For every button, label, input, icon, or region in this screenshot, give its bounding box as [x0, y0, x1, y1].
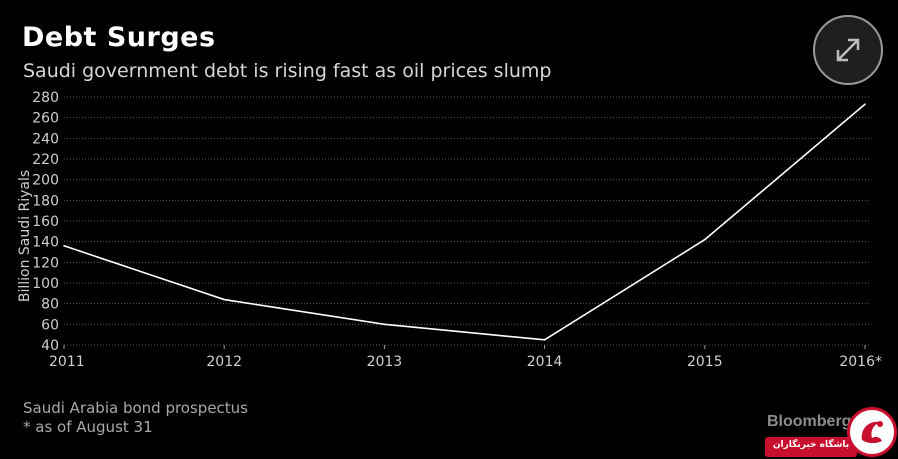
chart-subtitle: Saudi government debt is rising fast as … — [23, 60, 552, 82]
expand-button[interactable] — [813, 15, 883, 85]
x-tick-labels: 2011 2012 2013 2014 2015 2016* — [49, 345, 882, 370]
y-tick-label: 160 — [32, 214, 59, 230]
y-tick-label: 120 — [32, 255, 59, 271]
y-tick-label: 100 — [32, 276, 59, 292]
y-tick-label: 180 — [32, 193, 59, 209]
watermark: باشگاه خبرنگاران — [755, 405, 898, 459]
x-tick-label: 2011 — [49, 354, 85, 370]
data-point — [543, 339, 546, 341]
x-tick-label: 2012 — [206, 354, 242, 370]
brand-logo: Bloomberg — [767, 413, 852, 430]
x-tick-label: 2014 — [527, 354, 563, 370]
y-tick-label: 240 — [32, 131, 59, 147]
y-tick-label: 280 — [32, 90, 59, 106]
y-tick-label: 260 — [32, 111, 59, 127]
y-tick-label: 200 — [32, 173, 59, 189]
data-point — [223, 298, 225, 301]
y-tick-labels: 40 60 80 100 120 140 160 180 200 220 240 260 280 — [32, 90, 59, 354]
y-axis-label: Billion Saudi Riyals — [17, 170, 33, 302]
expand-arrows-icon — [836, 38, 860, 62]
data-point — [704, 238, 706, 241]
data-point — [864, 103, 866, 106]
line-chart: 40 60 80 100 120 140 160 180 200 220 240 260 280 201… — [17, 90, 882, 370]
watermark-logo-icon — [847, 407, 897, 457]
footnote-text: * as of August 31 — [23, 418, 153, 436]
data-points — [63, 103, 866, 341]
chart-title: Debt Surges — [22, 22, 216, 53]
source-text: Saudi Arabia bond prospectus — [23, 399, 248, 417]
y-tick-label: 80 — [41, 297, 59, 313]
chart-source: Saudi Arabia bond prospectus * as of Aug… — [23, 399, 248, 437]
series-line-debt — [63, 103, 866, 341]
watermark-text: باشگاه خبرنگاران — [772, 440, 850, 450]
y-tick-label: 220 — [32, 152, 59, 168]
data-point — [383, 323, 386, 326]
watermark-band — [765, 437, 857, 457]
y-tick-label: 60 — [41, 317, 59, 333]
data-point — [63, 245, 65, 247]
x-tick-label: 2015 — [687, 354, 723, 370]
x-tick-label: 2013 — [367, 354, 403, 370]
gridlines — [64, 96, 869, 346]
x-tick-label: 2016* — [839, 354, 882, 370]
y-tick-label: 40 — [41, 338, 59, 354]
y-tick-label: 140 — [32, 235, 59, 251]
